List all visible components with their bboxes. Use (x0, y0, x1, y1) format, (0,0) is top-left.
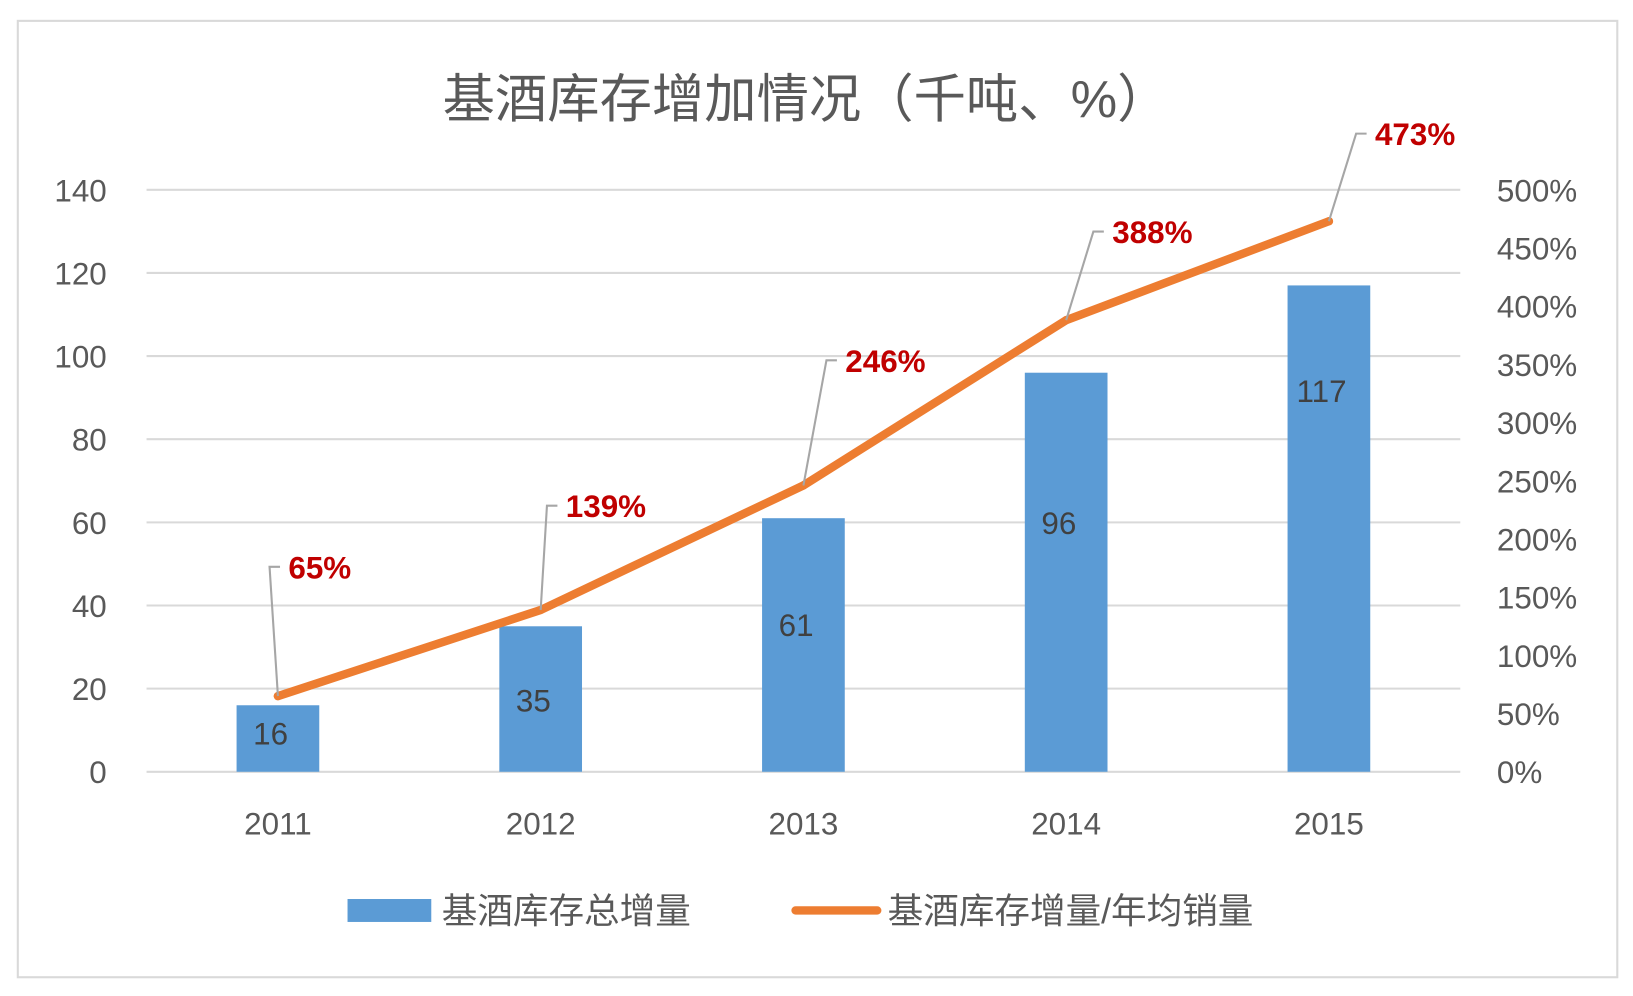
line-data-label: 473% (1375, 117, 1455, 152)
leader-line (1327, 132, 1367, 222)
x-tick-label: 2012 (506, 806, 576, 841)
bar-data-label: 96 (1041, 506, 1076, 541)
y-right-tick-label: 0% (1497, 755, 1542, 790)
y-right-tick-label: 400% (1497, 290, 1577, 325)
line-data-label: 246% (845, 344, 925, 379)
y-right-tick-label: 50% (1497, 697, 1560, 732)
y-left-tick-label: 120 (54, 256, 106, 291)
leader-line (1065, 230, 1104, 321)
line-data-label: 65% (288, 550, 351, 585)
bar-data-label: 61 (779, 608, 814, 643)
leader-line (539, 504, 558, 611)
y-left-tick-label: 100 (54, 340, 106, 375)
line-data-label: 139% (566, 489, 646, 524)
y-left-tick-label: 20 (72, 672, 107, 707)
y-right-tick-label: 350% (1497, 348, 1577, 383)
y-right-tick-label: 500% (1497, 173, 1577, 208)
leader-line (802, 359, 837, 486)
y-left-tick-label: 40 (72, 589, 107, 624)
line-point (1324, 217, 1334, 226)
y-left-tick-label: 60 (72, 506, 107, 541)
y-left-tick-label: 140 (54, 173, 106, 208)
bar (499, 626, 583, 772)
y-right-tick-label: 450% (1497, 232, 1577, 267)
y-right-tick-label: 300% (1497, 406, 1577, 441)
x-tick-label: 2015 (1294, 806, 1364, 841)
y-right-tick-label: 250% (1497, 464, 1577, 499)
y-left-tick-label: 0 (89, 755, 106, 790)
y-left-tick-label: 80 (72, 423, 107, 458)
y-right-tick-label: 100% (1497, 639, 1577, 674)
x-tick-label: 2013 (768, 806, 838, 841)
chart-title: 基酒库存增加情况（千吨、%） (443, 71, 1170, 129)
x-tick-label: 2011 (244, 806, 311, 841)
bar (236, 705, 320, 772)
y-right-tick-label: 150% (1497, 581, 1577, 616)
y-right-tick-label: 200% (1497, 523, 1577, 558)
bar (1024, 372, 1108, 772)
bar (1287, 285, 1371, 772)
legend-bar-label: 基酒库存总增量 (442, 891, 691, 931)
bar-data-label: 16 (253, 717, 288, 752)
legend-bar-swatch (347, 899, 432, 922)
x-tick-label: 2014 (1031, 806, 1101, 841)
bar-data-label: 35 (516, 684, 551, 719)
legend: 基酒库存总增量 基酒库存增量/年均销量 (347, 891, 1254, 931)
bar (762, 518, 845, 772)
leader-line (268, 565, 281, 697)
line-data-label: 388% (1112, 215, 1192, 250)
legend-line-label: 基酒库存增量/年均销量 (888, 891, 1254, 931)
bar-data-label: 117 (1297, 374, 1347, 409)
